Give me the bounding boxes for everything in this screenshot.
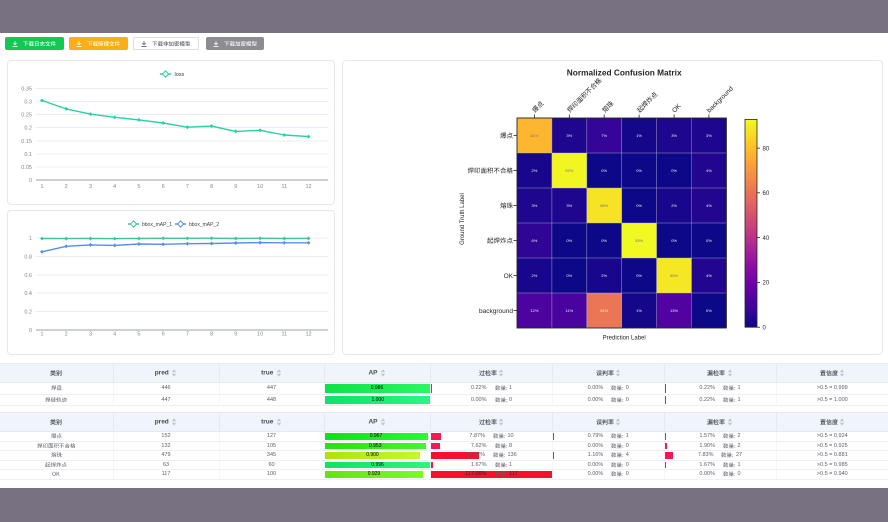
svg-text:3%: 3% <box>706 133 712 138</box>
svg-text:0%: 0% <box>636 273 642 278</box>
svg-text:3%: 3% <box>671 133 677 138</box>
svg-text:20: 20 <box>763 281 770 287</box>
svg-text:11: 11 <box>281 184 287 190</box>
svg-text:80: 80 <box>763 146 770 152</box>
svg-text:4%: 4% <box>706 203 712 208</box>
svg-text:88%: 88% <box>600 203 608 208</box>
svg-text:8: 8 <box>210 332 213 338</box>
svg-text:12: 12 <box>305 332 311 338</box>
svg-text:0%: 0% <box>671 168 677 173</box>
svg-text:4: 4 <box>113 184 116 190</box>
svg-text:0%: 0% <box>706 308 712 313</box>
svg-text:4%: 4% <box>706 273 712 278</box>
svg-text:3: 3 <box>89 332 92 338</box>
svg-text:1%: 1% <box>636 308 642 313</box>
svg-text:60: 60 <box>763 191 770 197</box>
svg-text:0.4: 0.4 <box>24 291 32 297</box>
svg-text:0%: 0% <box>636 168 642 173</box>
svg-text:Normalized Confusion Matrix: Normalized Confusion Matrix <box>567 68 682 78</box>
svg-text:loss: loss <box>175 72 185 78</box>
svg-text:0%: 0% <box>566 273 572 278</box>
svg-text:6%: 6% <box>532 238 538 243</box>
svg-text:2%: 2% <box>532 168 538 173</box>
svg-text:9: 9 <box>234 332 237 338</box>
svg-text:7%: 7% <box>601 133 607 138</box>
svg-text:12: 12 <box>305 184 311 190</box>
svg-text:4: 4 <box>113 332 116 338</box>
svg-text:background: background <box>479 308 513 315</box>
svg-text:5: 5 <box>137 184 140 190</box>
svg-text:13%: 13% <box>670 308 678 313</box>
svg-text:92%: 92% <box>565 168 573 173</box>
svg-text:0: 0 <box>29 178 32 184</box>
svg-text:8: 8 <box>210 184 213 190</box>
svg-text:1: 1 <box>40 184 43 190</box>
svg-text:0%: 0% <box>601 238 607 243</box>
svg-text:11: 11 <box>281 332 287 338</box>
svg-text:0.2: 0.2 <box>24 310 32 316</box>
svg-text:9: 9 <box>234 184 237 190</box>
svg-text:10: 10 <box>257 332 263 338</box>
svg-text:bbox_mAP_2: bbox_mAP_2 <box>189 222 219 228</box>
svg-text:2: 2 <box>65 184 68 190</box>
svg-text:Prediction Label: Prediction Label <box>603 336 646 342</box>
svg-text:81%: 81% <box>530 133 538 138</box>
svg-text:3%: 3% <box>566 133 572 138</box>
svg-text:1%: 1% <box>636 133 642 138</box>
svg-text:0: 0 <box>29 328 32 334</box>
svg-text:0%: 0% <box>566 238 572 243</box>
svg-text:40: 40 <box>763 236 770 242</box>
svg-text:4%: 4% <box>706 168 712 173</box>
svg-text:0.2: 0.2 <box>24 126 32 132</box>
svg-text:3%: 3% <box>566 203 572 208</box>
svg-text:0%: 0% <box>706 238 712 243</box>
svg-text:5: 5 <box>137 332 140 338</box>
svg-text:OK: OK <box>671 102 683 114</box>
svg-text:background: background <box>706 85 735 114</box>
svg-text:2%: 2% <box>532 273 538 278</box>
svg-text:0.8: 0.8 <box>24 254 32 260</box>
svg-text:0%: 0% <box>601 168 607 173</box>
svg-text:7: 7 <box>186 184 189 190</box>
svg-text:7: 7 <box>186 332 189 338</box>
svg-text:10: 10 <box>257 184 263 190</box>
svg-text:Ground Truth Label: Ground Truth Label <box>460 193 466 245</box>
svg-text:bbox_mAP_1: bbox_mAP_1 <box>142 222 172 228</box>
svg-text:3%: 3% <box>532 203 538 208</box>
svg-text:0.25: 0.25 <box>21 113 32 119</box>
svg-text:1: 1 <box>29 236 32 242</box>
svg-text:0.35: 0.35 <box>21 87 32 93</box>
svg-text:OK: OK <box>504 273 514 280</box>
svg-text:61%: 61% <box>600 308 608 313</box>
svg-text:0.6: 0.6 <box>24 273 32 279</box>
svg-text:0.3: 0.3 <box>24 100 32 106</box>
svg-text:2%: 2% <box>601 273 607 278</box>
svg-text:12%: 12% <box>530 308 538 313</box>
svg-text:0.15: 0.15 <box>21 139 32 145</box>
svg-text:0.1: 0.1 <box>24 152 32 158</box>
svg-text:2: 2 <box>65 332 68 338</box>
svg-text:6: 6 <box>162 184 165 190</box>
svg-text:0%: 0% <box>636 203 642 208</box>
svg-text:0.05: 0.05 <box>21 165 32 171</box>
svg-text:93%: 93% <box>635 238 643 243</box>
svg-text:89%: 89% <box>670 273 678 278</box>
svg-text:2%: 2% <box>671 203 677 208</box>
svg-text:0%: 0% <box>671 238 677 243</box>
svg-text:11%: 11% <box>565 308 573 313</box>
svg-text:0: 0 <box>763 325 767 331</box>
svg-text:1: 1 <box>40 332 43 338</box>
svg-text:6: 6 <box>162 332 165 338</box>
svg-text:3: 3 <box>89 184 92 190</box>
